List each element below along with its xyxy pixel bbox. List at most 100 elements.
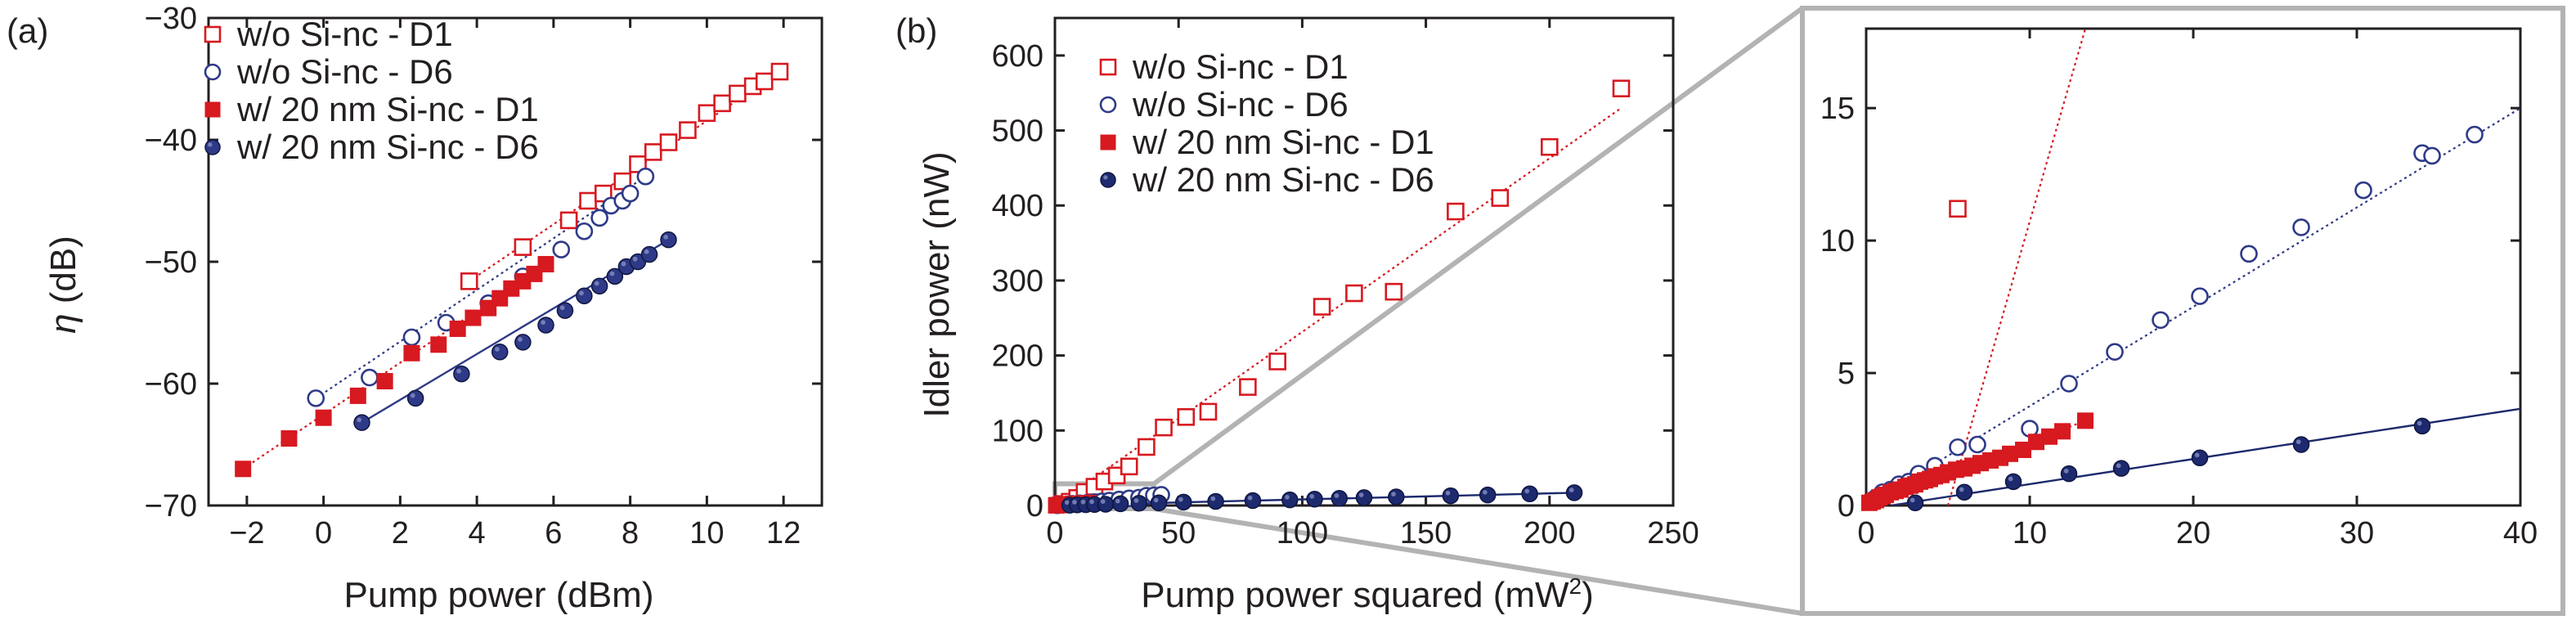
data-point bbox=[659, 133, 678, 151]
legend-label: w/o Si-nc - D1 bbox=[236, 15, 453, 53]
data-point-highlight bbox=[1178, 496, 1183, 502]
data-point-highlight bbox=[2417, 420, 2422, 426]
data-point-highlight bbox=[1910, 497, 1915, 503]
data-point bbox=[1239, 378, 1257, 396]
panel-b-label: (b) bbox=[895, 11, 937, 50]
data-point bbox=[2292, 218, 2310, 236]
legend-label: w/ 20 nm Si-nc - D1 bbox=[236, 90, 539, 128]
data-point-highlight bbox=[1959, 487, 1964, 492]
data-point bbox=[514, 334, 532, 351]
data-point bbox=[556, 302, 574, 319]
data-point-highlight bbox=[609, 271, 615, 276]
data-point bbox=[1174, 493, 1192, 511]
y-tick-label: −40 bbox=[145, 124, 197, 158]
x-tick-label: 40 bbox=[2503, 516, 2538, 550]
fit-line bbox=[1946, 29, 2087, 505]
data-point bbox=[376, 373, 393, 390]
data-point-highlight bbox=[541, 320, 546, 326]
x-tick-label: 50 bbox=[1161, 516, 1196, 550]
data-point bbox=[755, 72, 774, 91]
legend-marker bbox=[204, 25, 222, 43]
y-tick-label: 500 bbox=[992, 115, 1043, 149]
data-point bbox=[406, 389, 424, 407]
data-point bbox=[1949, 438, 1967, 456]
data-point-highlight bbox=[518, 337, 523, 342]
panel-b-ylabel: Idler power (nW) bbox=[917, 151, 957, 417]
x-tick-label: 20 bbox=[2176, 516, 2210, 550]
data-point bbox=[2466, 125, 2484, 144]
data-point-highlight bbox=[1391, 492, 1396, 496]
data-point bbox=[613, 172, 632, 191]
data-point bbox=[403, 344, 420, 362]
legend-label: w/ 20 nm Si-nc - D6 bbox=[1132, 160, 1434, 199]
data-point bbox=[644, 143, 662, 161]
x-tick-label: 6 bbox=[545, 516, 562, 550]
x-tick-label: 12 bbox=[766, 516, 801, 550]
data-point bbox=[1199, 402, 1218, 421]
panel-zoom-axes: 0 10 20 30 40 0 5 10 15 bbox=[1820, 27, 2538, 550]
data-point bbox=[2077, 412, 2094, 429]
data-point-highlight bbox=[1524, 488, 1530, 494]
legend-label: w/o Si-nc - D6 bbox=[1132, 85, 1349, 124]
data-point bbox=[1541, 137, 1559, 156]
data-point bbox=[1177, 408, 1196, 426]
panel-b-legend: w/o Si-nc - D1w/o Si-nc - D6 w/ 20 nm Si-… bbox=[1099, 47, 1434, 199]
data-point bbox=[460, 272, 478, 290]
x-tick-label: −2 bbox=[229, 516, 264, 550]
data-point bbox=[575, 222, 594, 240]
x-tick-label: 150 bbox=[1400, 516, 1452, 550]
data-point bbox=[1155, 418, 1173, 437]
panel-a-ylabel-unit: (dB) bbox=[43, 236, 83, 313]
panel-b-data-points bbox=[1048, 79, 1631, 514]
data-point bbox=[491, 344, 509, 361]
legend-marker bbox=[1099, 96, 1117, 114]
data-point-highlight bbox=[410, 393, 415, 398]
data-point bbox=[590, 209, 608, 227]
data-point-highlight bbox=[1247, 495, 1253, 501]
data-point bbox=[552, 240, 571, 258]
data-point bbox=[537, 317, 554, 334]
data-point bbox=[1906, 494, 1924, 512]
legend-marker bbox=[204, 101, 221, 118]
data-point-highlight bbox=[1153, 497, 1159, 503]
y-tick-label: 600 bbox=[992, 39, 1043, 74]
legend-label: w/o Si-nc - D1 bbox=[1132, 47, 1349, 86]
panel-b-xlabel-end: ) bbox=[1582, 575, 1594, 615]
x-tick-label: 0 bbox=[1046, 516, 1063, 550]
data-point bbox=[2413, 417, 2431, 435]
data-point-highlight bbox=[559, 305, 565, 311]
x-tick-label: 2 bbox=[392, 516, 409, 550]
data-point bbox=[537, 255, 554, 272]
y-tick-label: 100 bbox=[992, 414, 1043, 448]
data-point bbox=[235, 461, 252, 478]
data-point-highlight bbox=[2116, 463, 2121, 469]
legend-marker bbox=[204, 139, 221, 155]
x-tick-label: 10 bbox=[2013, 516, 2047, 550]
data-point-highlight bbox=[644, 249, 649, 254]
data-point bbox=[430, 336, 447, 353]
data-point bbox=[1150, 494, 1168, 512]
panel-a-ylabel: η (dB) bbox=[43, 236, 83, 334]
panel-b-xlabel: Pump power squared (mW2) bbox=[1141, 573, 1594, 615]
data-point bbox=[636, 167, 655, 186]
data-point bbox=[1442, 487, 1460, 505]
data-point bbox=[1120, 457, 1138, 476]
zoom-line-top bbox=[1152, 6, 1804, 486]
data-point bbox=[713, 94, 731, 113]
data-point bbox=[590, 277, 608, 295]
data-point-highlight bbox=[621, 261, 626, 267]
data-point bbox=[1955, 483, 1973, 501]
data-point bbox=[1306, 490, 1323, 508]
data-point-highlight bbox=[1064, 500, 1070, 505]
x-tick-label: 0 bbox=[1857, 516, 1874, 550]
data-point bbox=[315, 409, 332, 426]
legend-marker-highlight bbox=[208, 142, 213, 147]
panel-b: (b) 0 50 100 150 200 250 0 100 200 300 400 500 600 w… bbox=[895, 11, 1699, 615]
data-point-highlight bbox=[1568, 487, 1574, 492]
data-point bbox=[1268, 353, 1286, 371]
data-point bbox=[307, 389, 325, 407]
y-tick-label: 400 bbox=[992, 189, 1043, 223]
x-tick-label: 0 bbox=[315, 516, 332, 550]
data-point bbox=[280, 430, 298, 447]
